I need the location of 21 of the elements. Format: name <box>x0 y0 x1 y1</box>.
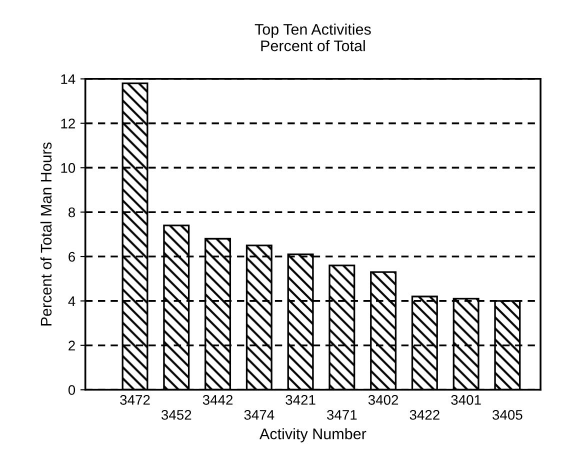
y-tick-label: 4 <box>68 296 76 306</box>
y-tick-label: 2 <box>68 340 75 350</box>
x-tick-label: 3421 <box>286 394 316 405</box>
y-axis-title: Percent of Total Man Hours <box>40 142 52 326</box>
chart-title: Top Ten Activities Percent of Total <box>254 24 371 52</box>
x-tick-label: 3471 <box>327 410 357 420</box>
y-tick-label: 10 <box>61 163 76 173</box>
x-axis-title: Activity Number <box>260 428 366 442</box>
x-tick-label: 3422 <box>410 410 440 420</box>
x-tick-label: 3405 <box>492 410 522 420</box>
y-tick-label: 6 <box>68 252 76 262</box>
x-tick-label: 3452 <box>161 410 192 420</box>
y-tick-label: 0 <box>68 385 76 395</box>
y-tick-label: 8 <box>68 207 76 218</box>
y-tick-label: 14 <box>61 74 76 84</box>
y-tick-label: 12 <box>61 118 75 128</box>
x-tick-label: 3402 <box>368 394 398 405</box>
x-tick-label: 3474 <box>244 410 274 420</box>
x-tick-label: 3442 <box>202 394 233 405</box>
x-tick-label: 3401 <box>451 394 481 405</box>
x-tick-label: 3472 <box>120 394 150 405</box>
